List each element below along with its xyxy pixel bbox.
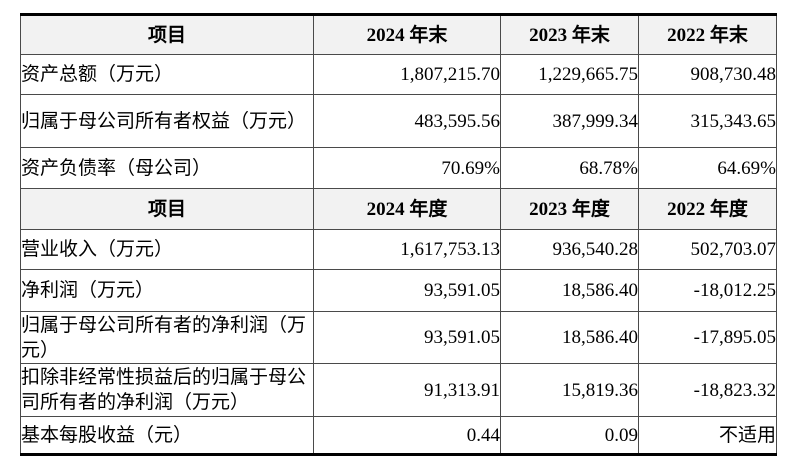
row-label: 基本每股收益（元） xyxy=(20,416,314,455)
table-row: 资产总额（万元） 1,807,215.70 1,229,665.75 908,7… xyxy=(20,54,777,95)
table-row: 归属于母公司所有者权益（万元） 483,595.56 387,999.34 31… xyxy=(20,94,777,148)
cell-value: 93,591.05 xyxy=(313,311,501,364)
cell-value: 908,730.48 xyxy=(638,54,777,95)
cell-value: -18,823.32 xyxy=(638,363,777,417)
header-cell-2024-year-end: 2024 年末 xyxy=(313,14,501,55)
row-label: 营业收入（万元） xyxy=(20,229,314,270)
table-row: 资产负债率（母公司） 70.69% 68.78% 64.69% xyxy=(20,147,777,189)
cell-value: 91,313.91 xyxy=(313,363,501,417)
cell-value: 483,595.56 xyxy=(313,94,501,148)
cell-value: 1,807,215.70 xyxy=(313,54,501,95)
cell-value: 64.69% xyxy=(638,147,777,189)
table-row: 营业收入（万元） 1,617,753.13 936,540.28 502,703… xyxy=(20,229,777,270)
cell-value: 1,229,665.75 xyxy=(500,54,639,95)
cell-value: -18,012.25 xyxy=(638,269,777,312)
header-cell-2024-annual: 2024 年度 xyxy=(313,188,501,230)
header-cell-item: 项目 xyxy=(20,188,314,230)
row-label: 扣除非经常性损益后的归属于母公司所有者的净利润（万元） xyxy=(20,363,314,417)
financial-table: 项目 2024 年末 2023 年末 2022 年末 资产总额（万元） 1,80… xyxy=(20,13,777,456)
table-row: 净利润（万元） 93,591.05 18,586.40 -18,012.25 xyxy=(20,269,777,312)
cell-value: 18,586.40 xyxy=(500,311,639,364)
cell-value: 0.09 xyxy=(500,416,639,455)
row-label: 资产负债率（母公司） xyxy=(20,147,314,189)
cell-value: 1,617,753.13 xyxy=(313,229,501,270)
cell-value: 936,540.28 xyxy=(500,229,639,270)
financial-summary-table: 项目 2024 年末 2023 年末 2022 年末 资产总额（万元） 1,80… xyxy=(20,13,777,456)
row-label: 净利润（万元） xyxy=(20,269,314,312)
table-row: 归属于母公司所有者的净利润（万元） 93,591.05 18,586.40 -1… xyxy=(20,311,777,364)
table-header-row-balance: 项目 2024 年末 2023 年末 2022 年末 xyxy=(20,14,777,55)
cell-value: 68.78% xyxy=(500,147,639,189)
table-row: 扣除非经常性损益后的归属于母公司所有者的净利润（万元） 91,313.91 15… xyxy=(20,363,777,417)
header-cell-2023-annual: 2023 年度 xyxy=(500,188,639,230)
cell-value: 387,999.34 xyxy=(500,94,639,148)
cell-value: 93,591.05 xyxy=(313,269,501,312)
row-label: 资产总额（万元） xyxy=(20,54,314,95)
cell-value: 15,819.36 xyxy=(500,363,639,417)
header-cell-2023-year-end: 2023 年末 xyxy=(500,14,639,55)
cell-value: 315,343.65 xyxy=(638,94,777,148)
cell-value: 18,586.40 xyxy=(500,269,639,312)
row-label: 归属于母公司所有者权益（万元） xyxy=(20,94,314,148)
header-cell-2022-annual: 2022 年度 xyxy=(638,188,777,230)
cell-value: 不适用 xyxy=(638,416,777,455)
cell-value: -17,895.05 xyxy=(638,311,777,364)
header-cell-item: 项目 xyxy=(20,14,314,55)
row-label: 归属于母公司所有者的净利润（万元） xyxy=(20,311,314,364)
table-header-row-income: 项目 2024 年度 2023 年度 2022 年度 xyxy=(20,188,777,230)
cell-value: 0.44 xyxy=(313,416,501,455)
table-row: 基本每股收益（元） 0.44 0.09 不适用 xyxy=(20,416,777,455)
header-cell-2022-year-end: 2022 年末 xyxy=(638,14,777,55)
cell-value: 70.69% xyxy=(313,147,501,189)
cell-value: 502,703.07 xyxy=(638,229,777,270)
